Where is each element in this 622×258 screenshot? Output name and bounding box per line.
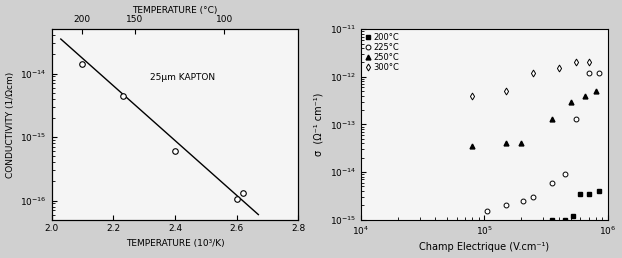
Y-axis label: σ  (Ω⁻¹ cm⁻¹): σ (Ω⁻¹ cm⁻¹) [314, 93, 324, 156]
200°C [561, 218, 569, 221]
225°C [561, 173, 569, 176]
X-axis label: TEMPERATURE (°C): TEMPERATURE (°C) [132, 6, 218, 14]
300°C [585, 61, 592, 64]
250°C [503, 142, 510, 145]
200°C [569, 214, 577, 217]
225°C [468, 229, 476, 232]
250°C [581, 94, 588, 97]
250°C [548, 117, 555, 120]
200°C [548, 218, 555, 221]
250°C [567, 100, 574, 103]
Line: 225°C: 225°C [470, 71, 601, 233]
225°C [595, 71, 603, 75]
Line: 250°C: 250°C [470, 89, 598, 149]
300°C [530, 71, 537, 75]
225°C [585, 71, 592, 75]
300°C [503, 90, 510, 93]
Line: 200°C: 200°C [485, 189, 601, 247]
300°C [572, 61, 580, 64]
Line: 300°C: 300°C [470, 60, 591, 98]
X-axis label: Champ Electrique (V.cm⁻¹): Champ Electrique (V.cm⁻¹) [419, 243, 549, 252]
225°C [483, 210, 491, 213]
250°C [592, 90, 600, 93]
225°C [503, 204, 510, 207]
225°C [530, 195, 537, 198]
200°C [503, 237, 510, 240]
200°C [595, 189, 603, 192]
200°C [483, 243, 491, 246]
200°C [577, 192, 584, 195]
Y-axis label: CONDUCTIVITY (1/Ωcm): CONDUCTIVITY (1/Ωcm) [6, 71, 14, 178]
225°C [548, 181, 555, 184]
X-axis label: TEMPERATURE (10³/K): TEMPERATURE (10³/K) [126, 239, 225, 248]
Text: 25μm KAPTON: 25μm KAPTON [151, 73, 215, 82]
Legend: 200°C, 225°C, 250°C, 300°C: 200°C, 225°C, 250°C, 300°C [363, 32, 400, 73]
225°C [519, 199, 527, 202]
300°C [468, 94, 476, 97]
250°C [518, 142, 525, 145]
200°C [585, 192, 592, 195]
250°C [468, 144, 476, 148]
225°C [572, 117, 580, 120]
300°C [555, 67, 562, 70]
